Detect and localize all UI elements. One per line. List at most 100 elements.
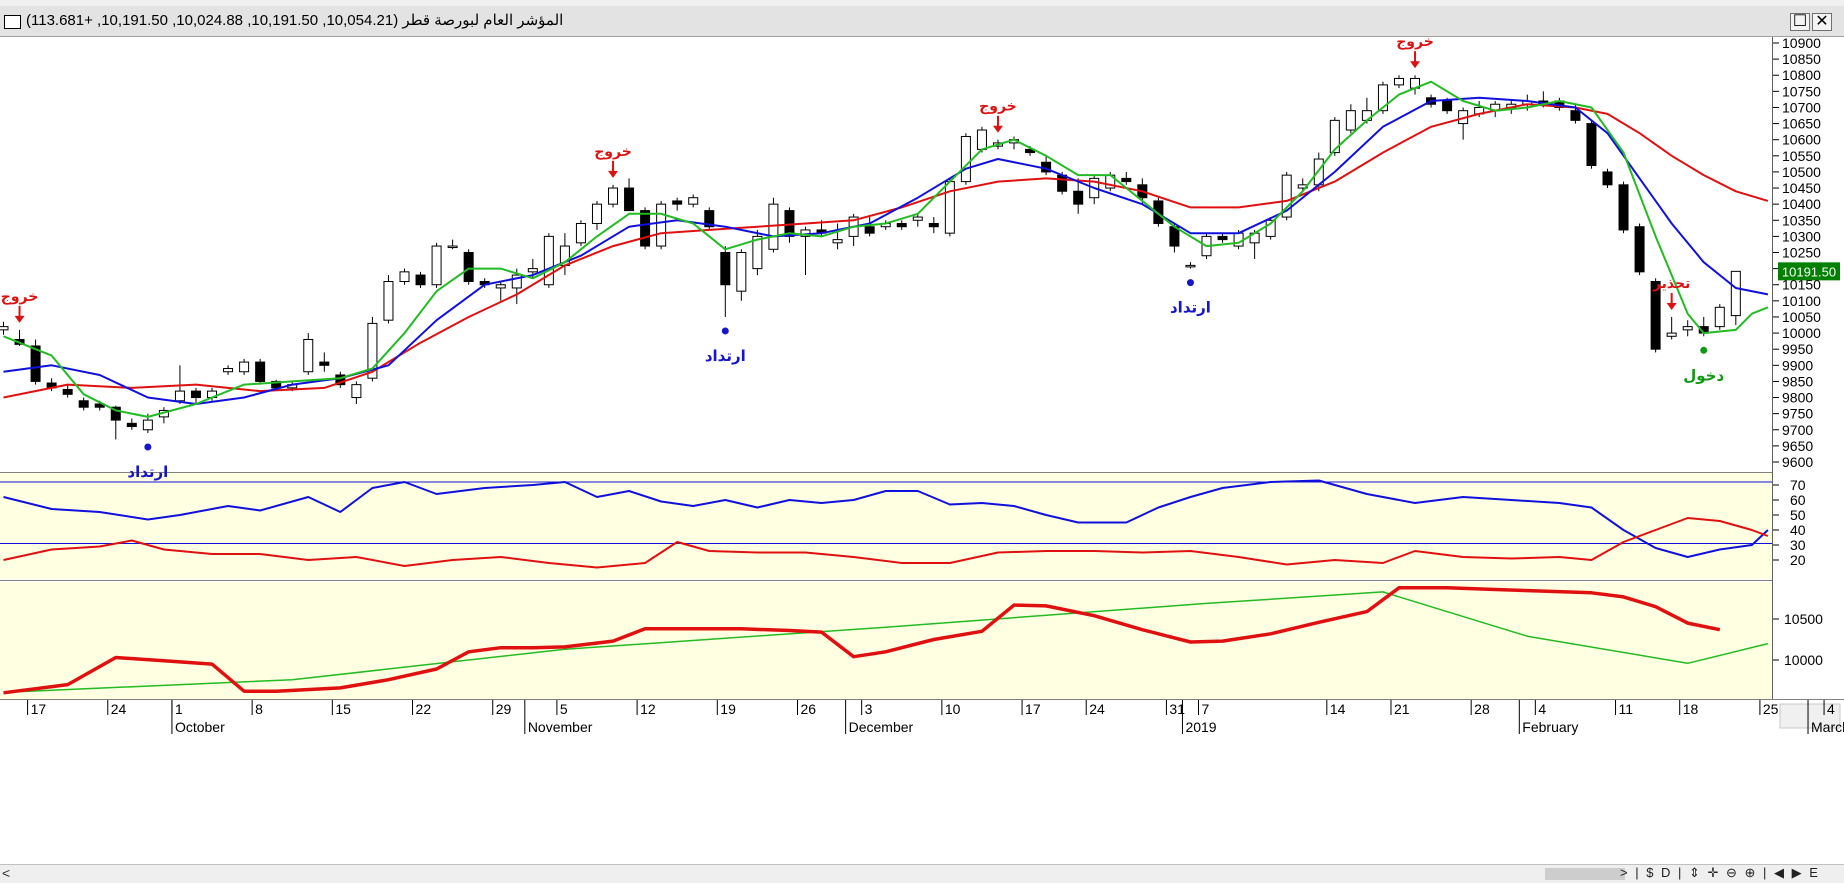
scroll-thumb[interactable] [1545,868,1625,880]
day-label: 26 [801,701,817,717]
candle-up [174,390,185,402]
exit-signal-label: خروج [979,99,1017,115]
candle-up [495,284,506,289]
ma-fast-line [3,80,1769,418]
exit-signal-label: خروج [594,144,632,160]
exit-signal-label: تحذير [1652,276,1690,292]
close-button[interactable]: ✕ [1812,13,1832,31]
day-label: 4 [1538,701,1546,717]
candle-up [608,187,619,205]
candle-down [335,374,346,386]
price-tick-label: 10700 [1782,99,1821,115]
scroll-left-button[interactable]: < [2,865,11,881]
exit-arrow-head [992,125,1003,133]
candle-down [720,252,731,286]
candle-up [1329,119,1340,154]
price-tick-label: 10800 [1782,67,1821,83]
candle-up [656,203,667,247]
candle-down [1618,184,1629,231]
ma-mid-line [3,96,1769,405]
status-bar: < > | $ D | ⇕ ✛ ⊖ ⊕ | ◀ ▶ E [0,864,1844,883]
last-price-label: 10191.50 [1782,264,1836,279]
month-label: November [528,719,593,735]
candle-down [255,361,266,382]
entry-signal-label: دخول [1683,366,1724,384]
day-label: 10 [945,701,961,717]
price-tick-label: 10300 [1782,228,1821,244]
rebound-signal-label: ارتداد [127,463,168,481]
last-price-marker: 10191.50 [1778,262,1840,281]
price-tick-label: 9950 [1782,341,1813,357]
candle-up [1281,174,1292,218]
candle-up [1185,264,1196,268]
last-price-box [1778,262,1840,281]
candle-down [1570,110,1581,121]
exit-signal-label: خروج [1,289,39,305]
candle-down [864,226,875,234]
chart-navigation-icons[interactable]: > | $ D | ⇕ ✛ ⊖ ⊕ | ◀ ▶ E [1620,865,1820,880]
chart-window-titlebar: المؤشر العام لبورصة قطر (10,054.21, 10,1… [0,6,1844,37]
price-tick-label: 9800 [1782,390,1813,406]
candle-down [1073,190,1084,205]
candle-up [688,197,699,205]
rebound-signal-dot [721,327,729,335]
candle-down [1602,171,1613,186]
day-label: 14 [1330,701,1346,717]
day-label: 4 [1827,701,1835,717]
lower-red-line [3,586,1721,695]
day-label: 12 [640,701,656,717]
oscillator-tick-label: 50 [1790,507,1806,523]
candle-down [463,252,474,283]
day-label: 7 [1202,701,1210,717]
price-tick-label: 9900 [1782,357,1813,373]
month-label: October [175,719,225,735]
oscillator-blue-line [3,479,1769,558]
price-tick-label: 9650 [1782,438,1813,454]
moving-averages [3,80,1769,418]
day-label: 5 [560,701,568,717]
candle-down [190,390,201,399]
candle-down [415,274,426,286]
price-tick-label: 9700 [1782,422,1813,438]
candle-down [126,422,137,428]
oscillator-tick-label: 60 [1790,492,1806,508]
price-tick-label: 10250 [1782,245,1821,261]
candle-down [672,200,683,205]
window-menu-icon[interactable] [4,15,21,29]
day-label: 1 [175,701,183,717]
lower-green-line [3,591,1769,694]
rebound-signal-label: ارتداد [705,347,746,365]
price-axis: 9600965097009750980098509900995010000100… [1773,37,1821,470]
candle-down [1634,226,1645,273]
day-label: 19 [720,701,736,717]
exit-arrow-head [608,170,619,178]
candle-down [1586,123,1597,166]
candle-up [1714,306,1725,328]
candle-down [1057,174,1068,192]
price-tick-label: 10400 [1782,196,1821,212]
price-tick-label: 10450 [1782,180,1821,196]
day-label: 24 [111,701,127,717]
exit-arrow-head [14,315,25,323]
chart-background [0,37,1844,863]
candle-up [367,322,378,379]
candle-down [928,222,939,228]
maximize-button[interactable]: ☐ [1790,13,1810,31]
month-label: March [1811,719,1844,735]
oscillator-tick-label: 40 [1790,522,1806,538]
time-axis: 17 24 1 8 15 22 29 5 12 19 26 3 10 17 24 31 7 14 21 28 4 11 18… [27,700,1844,735]
candle-up [591,203,602,224]
candle-up [1666,332,1677,337]
candle-up [431,245,442,286]
candle-up [142,419,153,431]
entry-signal-dot [1700,346,1708,354]
price-tick-label: 9850 [1782,373,1813,389]
candle-up [447,245,458,249]
candle-up [944,181,955,234]
candle-up [1345,110,1356,131]
candle-down [704,210,715,228]
price-tick-label: 10650 [1782,116,1821,132]
window-title: المؤشر العام لبورصة قطر (10,054.21, 10,1… [26,12,564,29]
day-label: 21 [1394,701,1410,717]
price-tick-label: 10550 [1782,148,1821,164]
